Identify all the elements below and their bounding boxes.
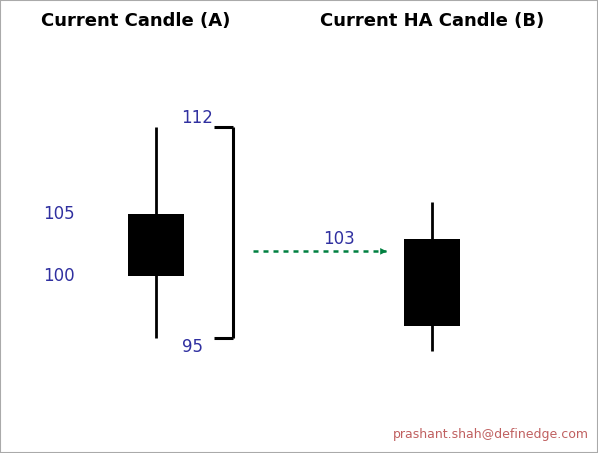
Text: prashant.shah@definedge.com: prashant.shah@definedge.com bbox=[393, 428, 589, 441]
Bar bbox=[404, 239, 460, 326]
Text: Current Candle (A): Current Candle (A) bbox=[41, 12, 230, 30]
Text: Current HA Candle (B): Current HA Candle (B) bbox=[320, 12, 544, 30]
Text: 112: 112 bbox=[182, 109, 213, 127]
Text: 105: 105 bbox=[42, 205, 74, 223]
Text: 103: 103 bbox=[324, 230, 355, 248]
Text: 100: 100 bbox=[42, 267, 74, 285]
Bar bbox=[128, 214, 184, 276]
Text: 95: 95 bbox=[182, 338, 203, 357]
